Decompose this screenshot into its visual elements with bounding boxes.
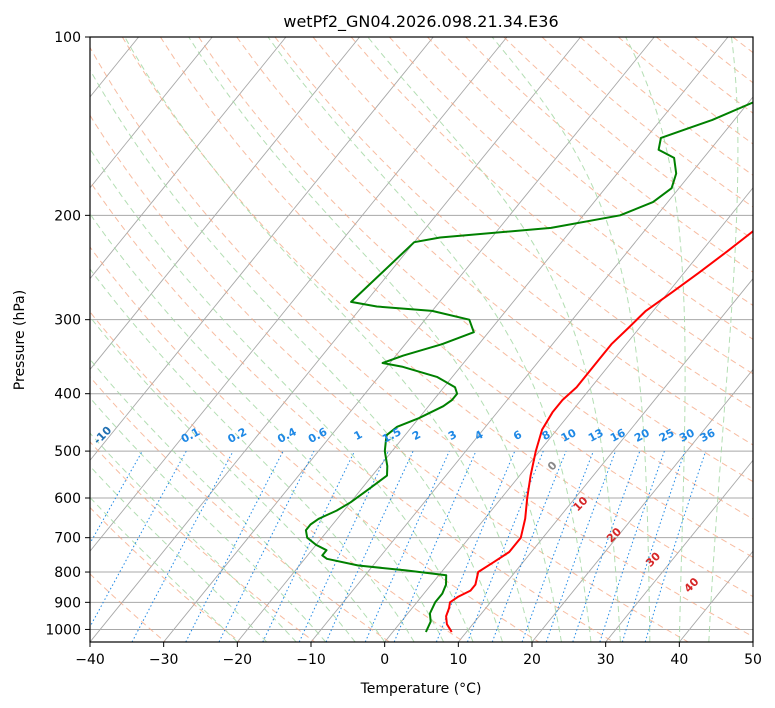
y-tick-label: 400 [54,387,81,403]
y-tick-label: 900 [54,595,81,611]
x-tick-label: −40 [75,652,105,668]
mixing-ratio-line [599,450,665,642]
y-tick-label: 600 [54,491,81,507]
isotherm-line [90,37,508,552]
isotherm-line [457,277,753,642]
x-tick-label: −10 [296,652,326,668]
mixing-ratio-line [364,450,450,642]
dry-adiabat-line [121,37,753,598]
mixing-ratio-line [131,450,234,642]
dry-adiabat-line [389,37,753,340]
x-tick-label: 20 [523,652,541,668]
dry-adiabat-line [312,37,753,410]
isotherm-line [236,37,729,642]
y-tick-label: 800 [54,565,81,581]
isotherm-line [163,37,655,642]
dry-adiabat-line [90,46,753,638]
dry-adiabat-line [274,37,753,446]
dry-adiabat-line [90,441,316,642]
dry-adiabat-line [90,180,614,642]
dry-adiabat-line [90,246,540,642]
x-tick-label: 30 [597,652,615,668]
isotherm-line [605,459,753,642]
mixing-ratio-label: 25 [657,426,677,445]
mixing-ratio-label: 30 [677,426,697,445]
moist-adiabat-line [90,496,238,642]
x-tick-label: 40 [670,652,688,668]
moist-adiabat-line [90,68,503,642]
plot-frame [89,36,754,643]
mixing-ratio-line [393,450,477,642]
moist-adiabat-line [90,358,356,642]
mixing-ratio-label: 13 [586,426,606,445]
y-tick-label: 300 [54,313,81,329]
isotherm-line [384,187,753,642]
moist-adiabat-line [124,37,533,642]
chart-title: wetPf2_GN04.2026.098.21.34.E36 [283,12,558,32]
x-tick-label: −30 [149,652,179,668]
x-tick-label: 10 [449,652,467,668]
moist-adiabat-line [188,37,562,642]
dry-adiabat-line [90,376,390,642]
dry-adiabat-line [350,37,753,375]
isotherm-line [90,37,434,462]
isotherm-line [310,96,753,642]
x-tick-label: −20 [223,652,253,668]
isotherm-line [90,37,360,371]
mixing-ratio-label: 36 [698,426,718,445]
mixing-ratio-line [521,450,594,642]
dry-adiabat-line [90,311,465,642]
dry-adiabat-line [159,37,753,558]
mixing-ratio-line [621,450,686,642]
x-axis-label: Temperature (°C) [360,681,482,697]
isotherm-line [90,37,581,642]
moist-adiabat-line [90,316,386,642]
dry-adiabat-line [90,114,689,642]
moist-adiabat-line [267,37,592,642]
dry-adiabat-line [90,506,241,642]
y-axis-label: Pressure (hPa) [12,290,28,390]
mixing-ratio-label: 16 [608,426,628,445]
mixing-ratio-line [491,450,567,642]
moist-adiabat-line [708,37,739,642]
mixing-ratio-line [90,450,187,628]
y-tick-label: 500 [54,444,81,460]
isotherm-line [90,37,213,189]
dewpoint-profile-line [304,101,753,633]
y-tick-label: 1000 [45,622,81,638]
mixing-ratio-line [545,450,616,642]
moist-adiabat-line [90,213,445,642]
isotherm-line [531,368,753,642]
moist-adiabat-line [491,37,651,642]
mixing-ratio-line [572,450,641,642]
mixing-ratio-label: 20 [632,426,652,445]
moist-adiabat-line [90,268,415,642]
temperature-profile-line [445,229,753,633]
moist-adiabat-line [625,37,686,642]
x-tick-label: 0 [380,652,389,668]
moist-adiabat-line [90,465,268,642]
y-tick-label: 200 [54,208,81,224]
mixing-ratio-line [644,450,707,642]
isotherm-line [90,37,287,280]
moist-adiabat-line [90,148,474,642]
mixing-ratio-line [218,450,315,642]
moist-adiabat-line [367,37,621,642]
y-tick-label: 700 [54,531,81,547]
x-tick-label: 50 [744,652,762,668]
mixing-ratio-label: 10 [559,426,579,445]
mixing-ratio-line [467,450,544,642]
mixing-ratio-line [90,450,143,545]
y-tick-label: 100 [54,30,81,46]
